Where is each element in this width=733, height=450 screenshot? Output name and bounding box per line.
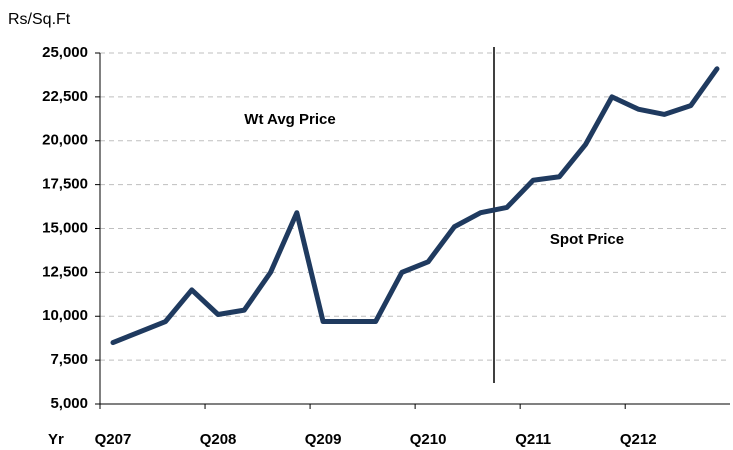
y-tick-label: 17,500: [42, 176, 88, 193]
x-tick-label: Q210: [410, 431, 447, 448]
y-axis-label: Rs/Sq.Ft: [8, 11, 71, 28]
annotation: Wt Avg Price: [244, 111, 335, 128]
x-tick-label: Q212: [620, 431, 657, 448]
y-tick-label: 25,000: [42, 44, 88, 61]
y-tick-label: 12,500: [42, 263, 88, 280]
y-tick-label: 22,500: [42, 88, 88, 105]
y-tick-label: 20,000: [42, 132, 88, 149]
x-tick-label: Q209: [305, 431, 342, 448]
y-tick-label: 7,500: [50, 351, 88, 368]
y-tick-label: 5,000: [50, 395, 88, 412]
x-axis-label: Yr: [48, 431, 64, 448]
x-tick-label: Q211: [515, 431, 551, 448]
x-tick-label: Q208: [200, 431, 237, 448]
y-tick-label: 10,000: [42, 307, 88, 324]
line: [110, 66, 720, 346]
x-tick-label: Q207: [95, 431, 132, 448]
y-tick-label: 15,000: [42, 219, 88, 236]
annotation: Spot Price: [550, 231, 624, 248]
